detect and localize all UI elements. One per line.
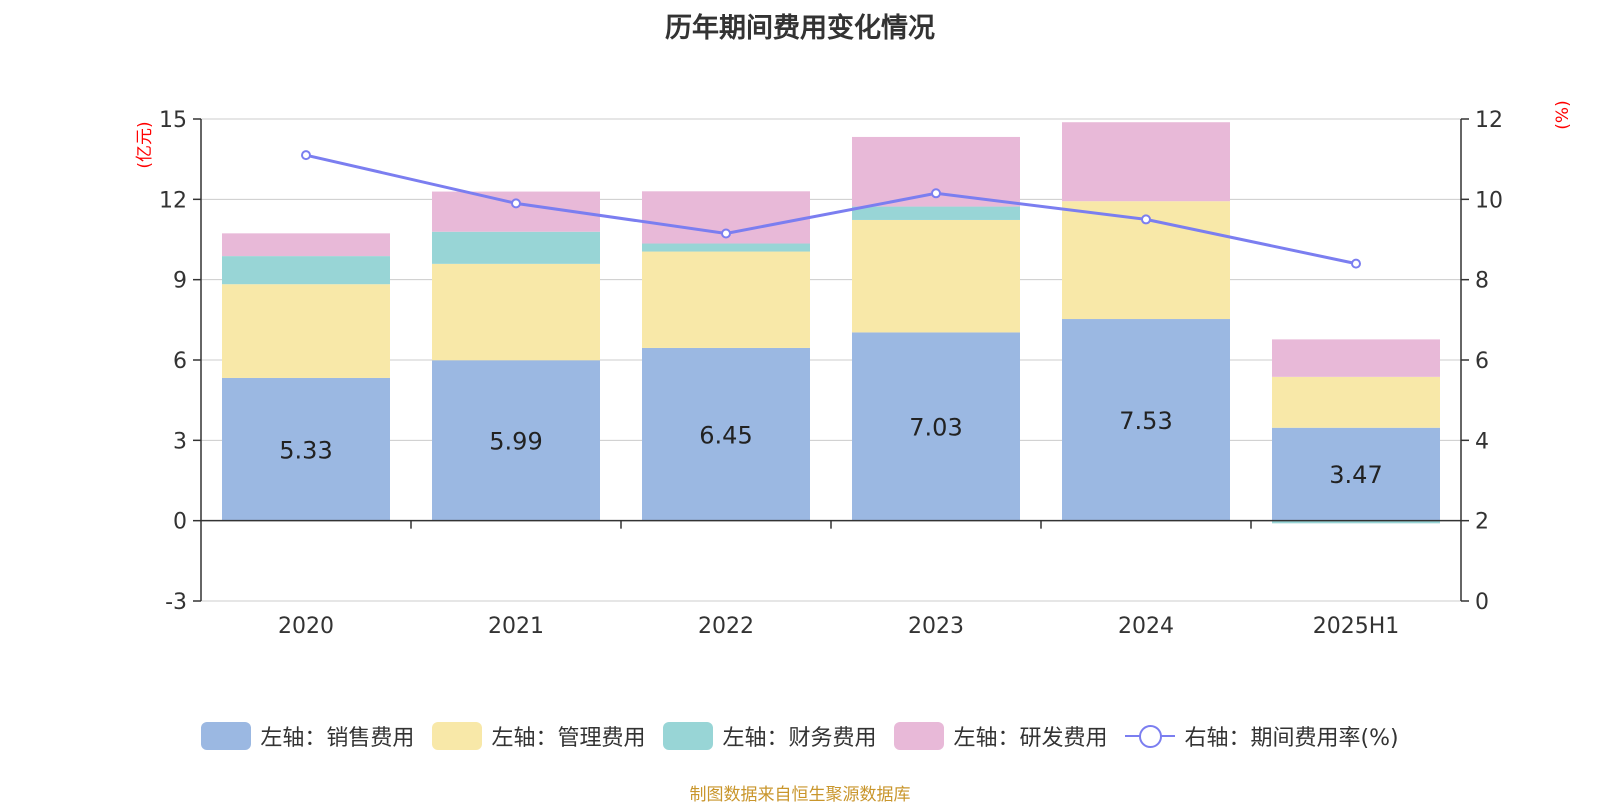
bar-segment-1 <box>852 332 1020 521</box>
legend-label-rate: 右轴：期间费用率(%) <box>1184 726 1399 751</box>
legend-swatch-rnd <box>894 722 945 750</box>
bar-segment-1 <box>642 347 810 521</box>
bar-segment-2 <box>432 263 600 361</box>
bar-value-label: 7.03 <box>909 414 962 442</box>
rate-point <box>931 188 941 199</box>
legend-item-rate[interactable]: 右轴：期间费用率(%) <box>1125 720 1399 752</box>
left-axis-tick-label: 3 <box>173 429 187 454</box>
legend-item-sales[interactable]: 左轴：销售费用 <box>201 720 414 752</box>
bar-segment-4 <box>1272 339 1440 377</box>
bar-value-label: 3.47 <box>1329 461 1382 489</box>
legend-label-admin: 左轴：管理费用 <box>491 726 646 751</box>
legend-item-admin[interactable]: 左轴：管理费用 <box>432 720 645 752</box>
x-axis-tick-label: 2022 <box>698 614 754 639</box>
left-axis-tick-label: 0 <box>173 510 187 535</box>
bar-segment-3 <box>1272 520 1440 524</box>
data-source-note: 制图数据来自恒生聚源数据库 <box>689 785 911 805</box>
legend-label-finance: 左轴：财务费用 <box>722 726 877 751</box>
chart-text: 15 12 9 6 3 0 -3 12 10 8 6 4 2 0 5.33 5.99 6.45 7.03 7.53 3… <box>135 100 1573 639</box>
axes <box>193 118 1469 602</box>
rate-line <box>305 153 1357 266</box>
bar-value-label: 5.99 <box>489 427 542 455</box>
bar-value-label: 7.53 <box>1119 407 1172 435</box>
chart-title: 历年期间费用变化情况 <box>665 13 935 44</box>
bar-value-label: 5.33 <box>279 436 332 464</box>
rate-point <box>721 228 731 239</box>
legend-swatch-sales <box>201 722 252 750</box>
legend-swatch-finance <box>663 722 714 750</box>
right-axis-tick-label: 6 <box>1475 349 1489 374</box>
rate-line-group <box>301 150 1361 269</box>
left-axis-tick-label: 12 <box>159 188 187 213</box>
x-axis-tick-label: 2023 <box>908 614 964 639</box>
bar-segment-4 <box>1062 122 1230 202</box>
bar-group <box>222 122 1440 524</box>
x-axis-tick-label: 2021 <box>488 614 544 639</box>
right-axis-tick-label: 0 <box>1475 590 1489 615</box>
bar-segment-1 <box>432 360 600 521</box>
legend-line-marker-icon <box>1125 722 1176 750</box>
bar-segment-2 <box>852 219 1020 333</box>
rate-point <box>511 198 521 209</box>
legend-swatch-admin <box>432 722 483 750</box>
bar-segment-3 <box>432 231 600 264</box>
right-axis-tick-label: 4 <box>1475 429 1489 454</box>
left-axis-tick-label: 6 <box>173 349 187 374</box>
x-axis-tick-label: 2024 <box>1118 614 1174 639</box>
x-axis-tick-label: 2025H1 <box>1313 614 1400 639</box>
bar-value-label: 6.45 <box>699 421 752 449</box>
bar-segment-3 <box>222 256 390 285</box>
legend-label-rnd: 左轴：研发费用 <box>953 726 1108 751</box>
bar-segment-1 <box>1272 427 1440 521</box>
chart-plot: 15 12 9 6 3 0 -3 12 10 8 6 4 2 0 5.33 5.99 6.45 7.03 7.53 3… <box>135 100 1573 639</box>
bar-segment-3 <box>642 243 810 252</box>
bar-segment-2 <box>1272 376 1440 428</box>
bar-segment-3 <box>852 206 1020 220</box>
bar-segment-4 <box>222 233 390 257</box>
left-axis-unit-label: (亿元) <box>135 121 155 168</box>
bar-segment-1 <box>1062 319 1230 521</box>
legend-item-rnd[interactable]: 左轴：研发费用 <box>894 720 1107 752</box>
left-axis-tick-label: 9 <box>173 269 187 294</box>
bar-segment-2 <box>642 251 810 348</box>
left-axis-tick-label: 15 <box>159 108 187 133</box>
right-axis-tick-label: 2 <box>1475 510 1489 535</box>
x-axis-tick-label: 2020 <box>278 614 334 639</box>
right-axis-unit-label: (%) <box>1553 100 1573 129</box>
right-axis-tick-label: 12 <box>1475 108 1503 133</box>
legend-item-finance[interactable]: 左轴：财务费用 <box>663 720 876 752</box>
legend: 左轴：销售费用 左轴：管理费用 左轴：财务费用 左轴：研发费用 右轴：期间费用率… <box>0 720 1600 752</box>
right-axis-tick-label: 10 <box>1475 188 1503 213</box>
rate-point <box>301 150 311 161</box>
rate-point <box>1351 258 1361 269</box>
bar-segment-2 <box>222 284 390 378</box>
right-axis-tick-label: 8 <box>1475 269 1489 294</box>
bar-segment-1 <box>222 377 390 521</box>
legend-label-sales: 左轴：销售费用 <box>260 726 415 751</box>
left-axis-tick-label: -3 <box>165 590 187 615</box>
rate-point <box>1141 214 1151 225</box>
